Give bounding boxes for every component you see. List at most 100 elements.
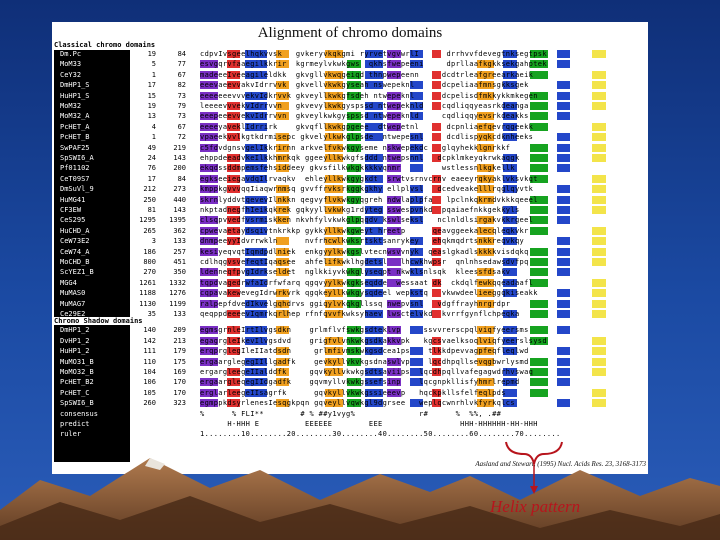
residue-highlight bbox=[275, 185, 290, 194]
sequence-residues: kesiyeqvqtIqmdpdlniek enkgyylkwkgslvtecn… bbox=[200, 247, 529, 256]
sequence-start: 1188 bbox=[139, 289, 156, 298]
alignment-panel: Alignment of chromo domains Dm.Pc MoM33 Ce… bbox=[52, 22, 648, 474]
sequence-end: 440 bbox=[173, 195, 186, 204]
sequence-name: HuHP1_2 bbox=[60, 347, 90, 356]
residue-highlight bbox=[556, 237, 571, 246]
residue-highlight bbox=[387, 378, 401, 387]
residue-highlight bbox=[431, 237, 441, 246]
sequence-end: 73 bbox=[177, 91, 186, 100]
sequence-name: MuMAS0 bbox=[60, 289, 86, 298]
residue-highlight bbox=[431, 102, 441, 110]
residue-highlight bbox=[592, 206, 606, 214]
sequence-end: 273 bbox=[173, 185, 186, 194]
residue-highlight bbox=[275, 310, 290, 318]
residue-highlight bbox=[530, 310, 548, 318]
residue-highlight bbox=[592, 247, 606, 256]
residue-highlight bbox=[275, 154, 290, 162]
residue-highlight bbox=[476, 216, 495, 225]
residue-highlight bbox=[556, 91, 571, 100]
sequence-residues: erglarleegeIIsagrfk gqvkyllvkwkgssieeevp… bbox=[200, 388, 506, 397]
residue-highlight bbox=[226, 112, 241, 121]
residue-highlight bbox=[530, 258, 548, 266]
sequence-start: 1130 bbox=[139, 299, 156, 308]
residue-highlight bbox=[275, 216, 290, 225]
sequence-end: 84 bbox=[177, 50, 186, 58]
residue-highlight bbox=[409, 102, 423, 110]
residue-highlight bbox=[275, 237, 290, 246]
residue-highlight bbox=[409, 91, 423, 100]
sequence-end: 362 bbox=[173, 226, 186, 235]
residue-highlight bbox=[476, 237, 495, 246]
sequence-end: 170 bbox=[173, 388, 186, 397]
sequence-end: 170 bbox=[173, 378, 186, 387]
residue-highlight bbox=[347, 70, 361, 79]
sequence-residues: ehppdeeadvkeIlkkhmrkqk ggeeyllkwkgfsddd … bbox=[200, 154, 520, 162]
sequence-residues: kmppkgvvvqqIiaqwrnmsq gvvffrvksrkggkgkhy… bbox=[200, 185, 534, 194]
residue-highlight bbox=[556, 399, 571, 408]
sequence-name: MGG4 bbox=[60, 278, 77, 287]
residue-highlight bbox=[347, 278, 361, 287]
residue-highlight bbox=[592, 195, 606, 204]
sequence-residues: ekqdssddmpemsfehsiddeey gkvsfilkwkgkkkkv… bbox=[200, 164, 515, 173]
residue-highlight bbox=[409, 357, 423, 366]
residue-highlight bbox=[387, 112, 401, 121]
residue-highlight bbox=[324, 174, 343, 183]
residue-highlight bbox=[476, 378, 495, 387]
residue-highlight bbox=[324, 143, 343, 152]
sequence-start: 104 bbox=[143, 368, 156, 376]
residue-highlight bbox=[244, 378, 267, 387]
sequence-name-column: Dm.Pc MoM33 CeY32 DmHP1_S HuHP1_S MoM32 MoM32_… bbox=[54, 50, 130, 462]
residue-highlight bbox=[503, 310, 517, 318]
sequence-name: HuMG41 bbox=[60, 195, 86, 204]
sequence-residues: vpaeekvvlkgtkdrmisepc gkvelylkwkglpsde n… bbox=[200, 133, 534, 142]
residue-highlight bbox=[409, 216, 423, 225]
sequence-name: SpSWI6_B bbox=[60, 399, 94, 408]
residue-highlight bbox=[476, 174, 495, 183]
sequence-residues: leeeevvvekvIdrrvvn gkvevylkwkgyspssd ntw… bbox=[200, 102, 529, 110]
sequence-name: MuMAG7 bbox=[60, 299, 86, 308]
residue-highlight bbox=[324, 154, 343, 162]
sequence-end: 350 bbox=[173, 268, 186, 277]
residue-highlight bbox=[324, 206, 343, 214]
sequence-residues: ergargleegeIIalddfk gqvkyllvkwkgsdtsavii… bbox=[200, 368, 534, 376]
residue-highlight bbox=[387, 278, 401, 287]
residue-highlight bbox=[324, 102, 343, 110]
residue-highlight bbox=[365, 278, 383, 287]
residue-highlight bbox=[275, 347, 290, 356]
residue-highlight bbox=[200, 278, 218, 287]
residue-highlight bbox=[476, 289, 495, 298]
sequence-residues: egagrgleIkevIlvgsdvd grigfvlvnkwkgsdkakk… bbox=[200, 336, 547, 345]
residue-highlight bbox=[324, 258, 343, 266]
residue-highlight bbox=[200, 112, 218, 121]
sequence-name: DmHP1_2 bbox=[60, 326, 90, 335]
residue-highlight bbox=[409, 50, 423, 58]
residue-highlight bbox=[503, 81, 517, 90]
sequence-start: 19 bbox=[147, 102, 156, 110]
residue-highlight bbox=[387, 299, 401, 308]
residue-highlight bbox=[275, 164, 290, 173]
residue-highlight bbox=[556, 268, 571, 277]
snow-cap bbox=[145, 458, 165, 470]
residue-highlight bbox=[200, 195, 218, 204]
residue-highlight bbox=[476, 60, 495, 69]
residue-highlight bbox=[244, 299, 267, 308]
sequence-end: 67 bbox=[177, 70, 186, 79]
residue-highlight bbox=[530, 174, 548, 183]
residue-highlight bbox=[387, 216, 401, 225]
residue-highlight bbox=[347, 216, 361, 225]
residue-highlight bbox=[387, 154, 401, 162]
residue-highlight bbox=[530, 388, 548, 397]
residue-highlight bbox=[592, 388, 606, 397]
residue-highlight bbox=[503, 206, 517, 214]
residue-highlight bbox=[226, 174, 241, 183]
sequence-end: 79 bbox=[177, 102, 186, 110]
residue-highlight bbox=[409, 143, 423, 152]
sequence-end: 143 bbox=[173, 154, 186, 162]
residue-highlight bbox=[387, 174, 401, 183]
sequence-end: 77 bbox=[177, 60, 186, 69]
sequence-name: CeS295 bbox=[60, 216, 86, 225]
residue-highlight bbox=[592, 289, 606, 298]
sequence-start: 140 bbox=[143, 326, 156, 335]
residue-highlight bbox=[503, 60, 517, 69]
residue-highlight bbox=[365, 336, 383, 345]
